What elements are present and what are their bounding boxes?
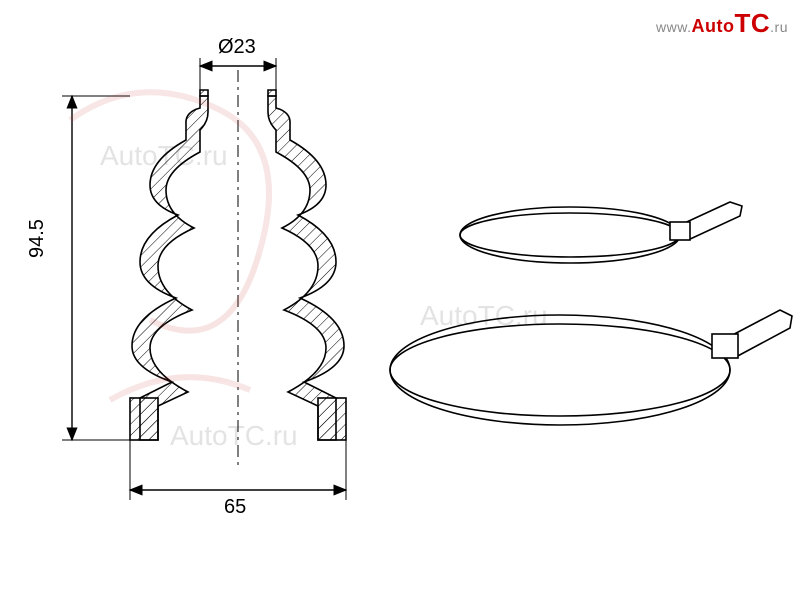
dim-label-bottom: 65	[224, 496, 246, 519]
clamp-large	[390, 310, 792, 425]
watermark-brand-a: Auto	[692, 16, 735, 36]
watermark-www: www.	[656, 19, 691, 35]
watermark-tld: .ru	[770, 19, 788, 35]
watermark-logo-faint	[70, 92, 269, 400]
boot-right-wall	[268, 96, 344, 440]
technical-drawing-canvas: AutoTC.ru AutoTC.ru AutoTC.ru	[0, 0, 800, 600]
clamp-small	[460, 202, 742, 263]
dim-label-height: 94.5	[26, 219, 49, 258]
boot-base-right	[318, 398, 346, 440]
watermark-url: www.AutoTC.ru	[656, 8, 788, 39]
dim-height	[62, 96, 130, 440]
dim-label-top: Ø23	[218, 36, 256, 59]
boot-base-left	[130, 398, 158, 440]
drawing-svg	[0, 0, 800, 600]
boot-left-wall	[132, 96, 208, 440]
watermark-brand-b: TC	[734, 8, 770, 38]
